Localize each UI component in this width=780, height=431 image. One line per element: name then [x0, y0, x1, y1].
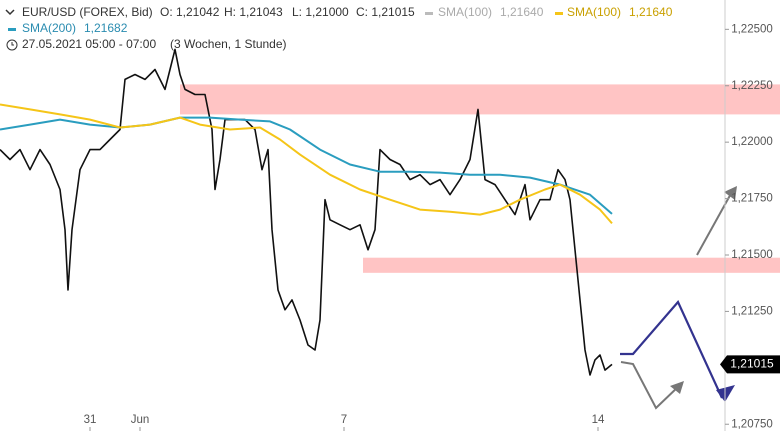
sma-line — [0, 116, 613, 215]
low: L: 1,21000 — [292, 5, 349, 19]
open: O: 1,21042 — [160, 5, 220, 19]
timeframe: (3 Wochen, 1 Stunde) — [170, 37, 287, 51]
symbol: EUR/USD (FOREX, Bid) — [22, 5, 153, 19]
zone — [180, 84, 780, 115]
legend-swatch — [8, 28, 16, 31]
sma-line — [0, 103, 613, 225]
price-tag-label: 1,21015 — [730, 357, 774, 371]
y-tick-label: 1,22250 — [731, 80, 773, 92]
x-tick-label: Jun — [131, 414, 150, 426]
arrow-head — [670, 381, 684, 394]
legend-name: SMA(100) — [438, 5, 492, 19]
legend-value: 1,21640 — [629, 5, 673, 19]
scenario-arrow-up — [696, 189, 734, 256]
x-tick-label: 14 — [592, 414, 605, 426]
legend-swatch — [425, 12, 433, 15]
scenario-arrow-down — [620, 299, 723, 399]
legend-swatch — [555, 12, 563, 15]
y-tick-label: 1,20750 — [731, 418, 773, 430]
x-tick-label: 31 — [84, 414, 97, 426]
clock-icon — [6, 39, 18, 51]
y-tick-label: 1,21500 — [731, 249, 773, 261]
date-range: 27.05.2021 05:00 - 07:00 — [22, 37, 156, 51]
y-tick-label: 1,22000 — [731, 136, 773, 148]
plot-area — [0, 48, 780, 376]
y-tick-label: 1,22500 — [731, 23, 773, 35]
clock-hand — [11, 42, 14, 46]
high: H: 1,21043 — [224, 5, 283, 19]
y-tick-label: 1,21250 — [731, 305, 773, 317]
legend-value: 1,21640 — [500, 5, 544, 19]
zone — [363, 257, 780, 273]
legend-name: SMA(200) — [22, 21, 76, 35]
y-tick-label: 1,21750 — [731, 193, 773, 205]
price-line — [0, 48, 613, 376]
legend-name: SMA(100) — [567, 5, 621, 19]
legend-value: 1,21682 — [84, 21, 128, 35]
collapse-icon[interactable] — [5, 9, 15, 16]
scenario-arrow-rebound — [620, 361, 681, 410]
close: C: 1,21015 — [356, 5, 415, 19]
price-tag — [720, 355, 780, 374]
arrow-head — [724, 186, 737, 200]
x-tick-label: 7 — [341, 414, 347, 426]
